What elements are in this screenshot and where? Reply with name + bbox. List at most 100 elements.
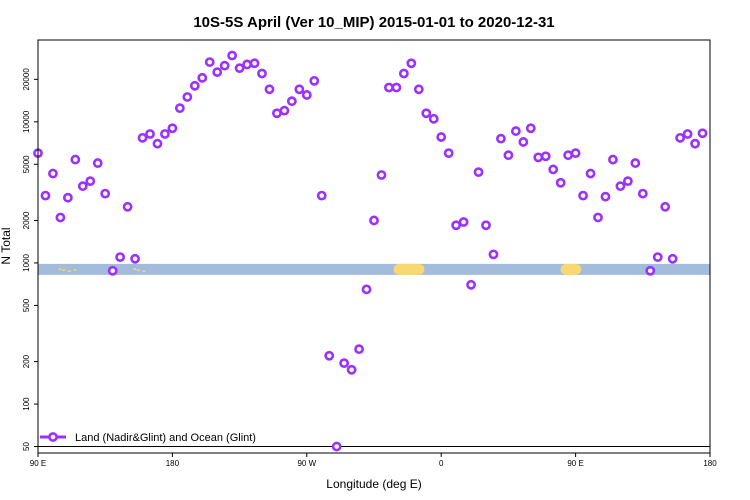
data-point: [690, 138, 700, 149]
data-point: [466, 279, 476, 290]
y-axis: 50 100 200 500 1000 2000 5000 10000 20000: [22, 68, 38, 451]
island-speckle: [133, 268, 137, 270]
data-point: [234, 63, 245, 74]
island-speckle: [142, 270, 146, 272]
y-tick-label: 500: [22, 298, 31, 312]
legend-marker: [48, 432, 58, 442]
data-point: [115, 252, 126, 262]
data-point: [458, 217, 469, 227]
y-tick-label: 10000: [22, 110, 31, 133]
data-point: [77, 181, 88, 192]
data-point: [585, 168, 596, 179]
data-point: [130, 253, 140, 264]
island-speckle: [73, 269, 77, 271]
y-tick-label: 100: [22, 397, 31, 411]
data-point: [675, 132, 686, 143]
island-speckle: [136, 269, 140, 271]
data-point: [204, 57, 215, 67]
data-point: [406, 58, 417, 69]
data-point: [167, 123, 178, 134]
data-point: [630, 158, 641, 168]
data-point: [316, 190, 327, 201]
x-axis: 90 E 180 90 W 0 90 E 180: [30, 453, 717, 468]
data-point: [391, 82, 402, 93]
data-point: [286, 96, 297, 107]
data-point: [257, 68, 267, 79]
data-point: [92, 158, 103, 168]
data-point: [398, 68, 409, 79]
data-point: [62, 192, 73, 203]
y-tick-label: 50: [22, 442, 31, 451]
data-point: [174, 103, 185, 114]
data-point: [152, 138, 163, 149]
data-point: [384, 82, 394, 93]
data-point: [413, 84, 424, 95]
data-point: [137, 132, 148, 143]
data-point: [436, 132, 447, 142]
data-point: [346, 364, 357, 375]
data-point: [309, 75, 320, 86]
data-point: [428, 113, 439, 124]
data-point: [272, 108, 282, 119]
data-point: [510, 126, 521, 136]
data-point: [660, 201, 671, 212]
data-point: [496, 133, 506, 144]
data-point: [361, 284, 372, 295]
data-point: [600, 191, 611, 202]
data-point: [525, 123, 536, 134]
data-point: [578, 190, 588, 201]
data-point: [301, 90, 312, 100]
data-point: [608, 154, 618, 165]
data-point: [197, 72, 208, 83]
data-point: [331, 441, 342, 452]
x-tick-label: 180: [166, 459, 180, 468]
data-point: [242, 59, 252, 70]
ocean-band: [38, 263, 710, 275]
data-point: [697, 128, 708, 139]
surface-band: [38, 263, 710, 275]
data-point: [645, 265, 656, 276]
data-point: [518, 137, 529, 147]
data-points: [33, 50, 708, 452]
data-point: [48, 168, 58, 179]
y-axis-label: N Total: [0, 227, 13, 264]
data-point: [563, 150, 574, 161]
data-point: [637, 188, 648, 199]
data-point: [294, 84, 305, 95]
data-point: [249, 58, 260, 69]
data-point: [533, 152, 544, 163]
data-point: [279, 105, 290, 116]
legend-label: Land (Nadir&Glint) and Ocean (Glint): [75, 432, 256, 444]
data-point: [212, 67, 223, 78]
data-point: [100, 188, 111, 199]
data-point: [85, 176, 96, 187]
island-speckle: [62, 269, 66, 271]
data-point: [40, 190, 51, 201]
x-tick-label: 90 E: [30, 459, 46, 468]
data-point: [652, 252, 663, 262]
y-tick-label: 200: [22, 354, 31, 368]
data-point: [682, 129, 693, 139]
data-point: [421, 108, 432, 119]
legend: Land (Nadir&Glint) and Ocean (Glint): [40, 432, 256, 444]
data-point: [555, 177, 566, 188]
data-point: [503, 150, 514, 161]
x-tick-label: 180: [703, 459, 717, 468]
data-point: [324, 350, 335, 361]
chart-title: 10S-5S April (Ver 10_MIP) 2015-01-01 to …: [193, 14, 554, 31]
x-tick-label: 0: [439, 459, 444, 468]
x-tick-label: 90 E: [567, 459, 583, 468]
data-point: [160, 129, 170, 139]
data-point: [107, 265, 118, 276]
data-point: [667, 253, 678, 264]
data-point: [339, 358, 350, 369]
island-speckle: [67, 270, 71, 272]
land-segment-south-america: [393, 263, 425, 275]
data-point: [488, 249, 499, 260]
land-segment-africa: [560, 263, 582, 275]
data-point: [145, 129, 155, 139]
data-point: [369, 215, 379, 226]
data-point: [264, 84, 275, 95]
y-tick-label: 5000: [22, 155, 31, 173]
